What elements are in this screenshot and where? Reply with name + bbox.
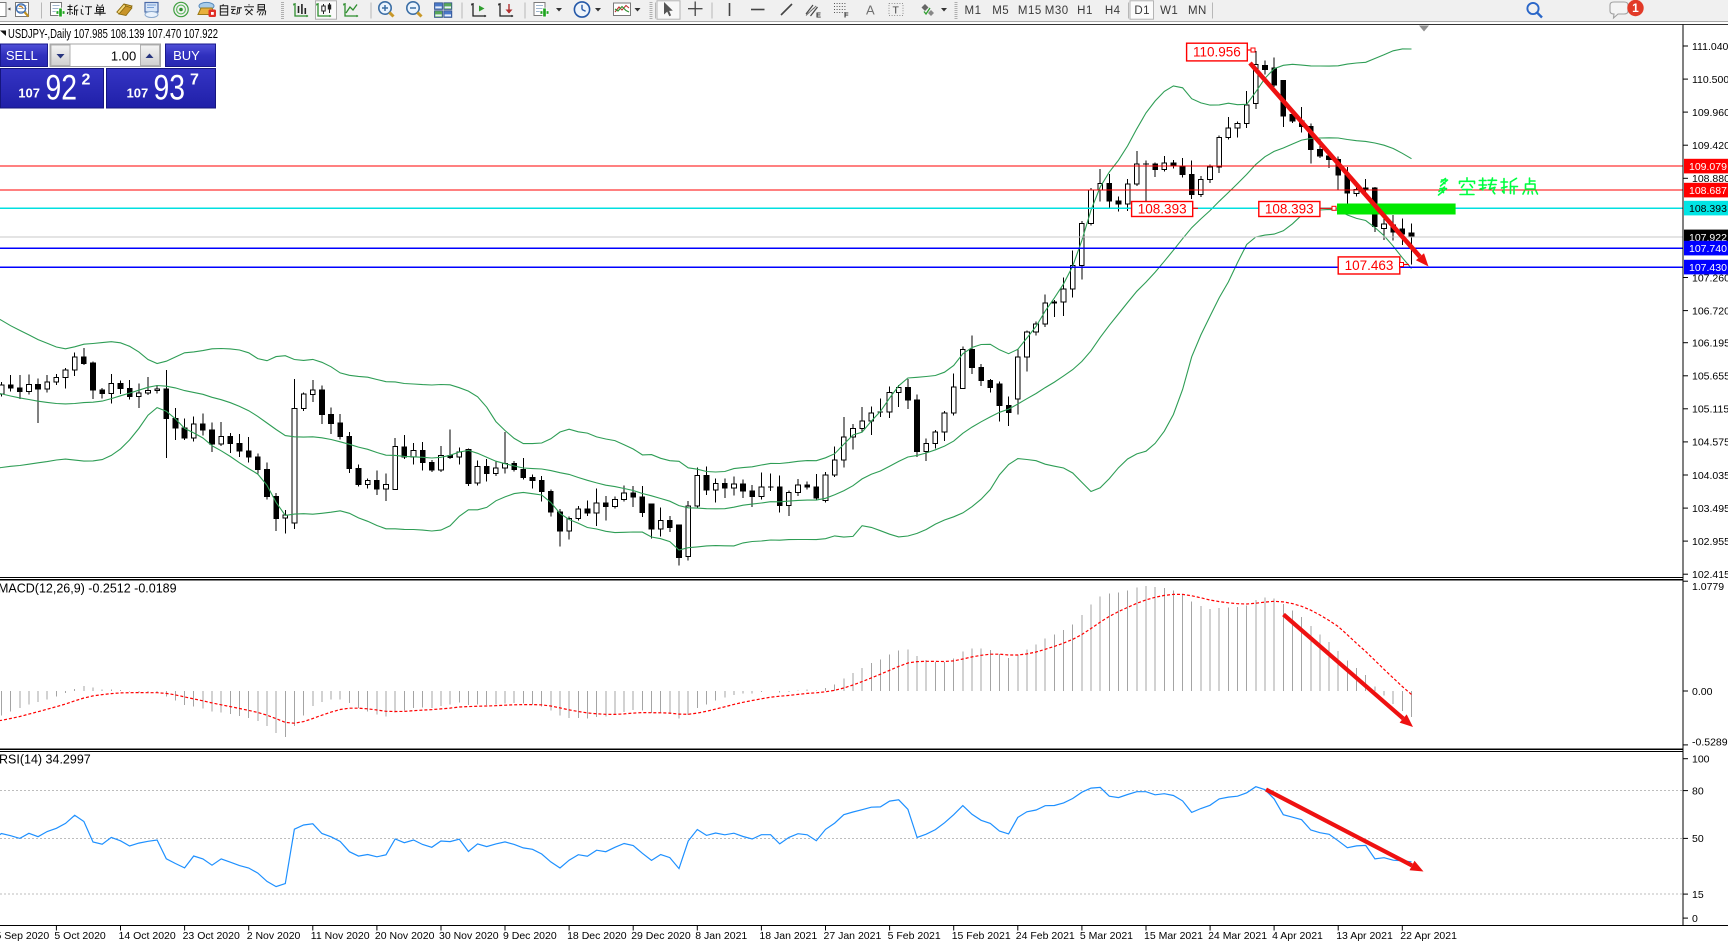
svg-text:107: 107 xyxy=(18,86,40,101)
svg-text:109.420: 109.420 xyxy=(1692,140,1728,152)
svg-text:50: 50 xyxy=(1692,833,1704,845)
svg-text:109.960: 109.960 xyxy=(1692,107,1728,119)
svg-text:15: 15 xyxy=(1692,889,1704,901)
svg-text:105.115: 105.115 xyxy=(1692,404,1728,416)
svg-text:H4: H4 xyxy=(1105,5,1121,17)
svg-text:SELL: SELL xyxy=(6,48,38,63)
svg-text:-0.5289: -0.5289 xyxy=(1692,736,1728,748)
svg-text:5 Feb 2021: 5 Feb 2021 xyxy=(888,930,941,942)
svg-text:14 Oct 2020: 14 Oct 2020 xyxy=(119,930,176,942)
svg-text:8 Jan 2021: 8 Jan 2021 xyxy=(695,930,747,942)
svg-text:13 Apr 2021: 13 Apr 2021 xyxy=(1336,930,1393,942)
svg-text:E: E xyxy=(816,11,821,20)
svg-text:108.393: 108.393 xyxy=(1689,203,1727,215)
svg-text:11 Nov 2020: 11 Nov 2020 xyxy=(311,930,370,942)
svg-text:M15: M15 xyxy=(1018,5,1042,17)
svg-text:7: 7 xyxy=(190,72,199,89)
svg-text:107.740: 107.740 xyxy=(1689,243,1727,255)
svg-text:102.955: 102.955 xyxy=(1692,536,1728,548)
svg-text:D1: D1 xyxy=(1134,5,1150,17)
svg-text:110.500: 110.500 xyxy=(1692,74,1728,86)
svg-text:H1: H1 xyxy=(1077,5,1093,17)
svg-text:2 Nov 2020: 2 Nov 2020 xyxy=(247,930,301,942)
svg-text:18 Dec 2020: 18 Dec 2020 xyxy=(567,930,627,942)
svg-text:1.00: 1.00 xyxy=(111,49,136,64)
svg-text:M30: M30 xyxy=(1045,5,1069,17)
svg-text:24 Mar 2021: 24 Mar 2021 xyxy=(1208,930,1267,942)
svg-text:5 Sep 2020: 5 Sep 2020 xyxy=(0,930,49,942)
svg-text:1.0779: 1.0779 xyxy=(1692,581,1724,593)
svg-text:93: 93 xyxy=(154,69,186,108)
svg-text:108.393: 108.393 xyxy=(1138,201,1187,216)
svg-text:USDJPY-,Daily 107.985 108.139: USDJPY-,Daily 107.985 108.139 107.470 10… xyxy=(8,27,218,41)
svg-text:1: 1 xyxy=(1632,1,1639,15)
svg-text:F: F xyxy=(844,11,849,20)
svg-text:20 Nov 2020: 20 Nov 2020 xyxy=(375,930,435,942)
svg-text:107.260: 107.260 xyxy=(1692,272,1728,284)
svg-text:108.687: 108.687 xyxy=(1689,185,1727,197)
svg-text:5 Mar 2021: 5 Mar 2021 xyxy=(1080,930,1133,942)
svg-text:9 Dec 2020: 9 Dec 2020 xyxy=(503,930,557,942)
svg-text:15 Feb 2021: 15 Feb 2021 xyxy=(952,930,1011,942)
svg-text:M1: M1 xyxy=(965,5,982,17)
svg-text:107.463: 107.463 xyxy=(1345,258,1394,273)
svg-text:0.00: 0.00 xyxy=(1692,686,1713,698)
svg-text:W1: W1 xyxy=(1160,5,1178,17)
svg-text:T: T xyxy=(893,5,900,17)
svg-text:BUY: BUY xyxy=(173,48,200,63)
svg-text:A: A xyxy=(866,3,875,18)
svg-text:MACD(12,26,9) -0.2512 -0.0189: MACD(12,26,9) -0.2512 -0.0189 xyxy=(0,582,177,596)
svg-text:108.880: 108.880 xyxy=(1692,173,1728,185)
svg-text:24 Feb 2021: 24 Feb 2021 xyxy=(1016,930,1075,942)
svg-text:80: 80 xyxy=(1692,785,1704,797)
svg-text:15 Mar 2021: 15 Mar 2021 xyxy=(1144,930,1203,942)
svg-text:18 Jan 2021: 18 Jan 2021 xyxy=(759,930,817,942)
svg-text:22 Apr 2021: 22 Apr 2021 xyxy=(1400,930,1457,942)
svg-text:102.415: 102.415 xyxy=(1692,569,1728,581)
svg-text:106.195: 106.195 xyxy=(1692,338,1728,350)
svg-text:111.040: 111.040 xyxy=(1692,41,1728,53)
svg-text:104.575: 104.575 xyxy=(1692,437,1728,449)
svg-text:105.655: 105.655 xyxy=(1692,371,1728,383)
svg-text:5 Oct 2020: 5 Oct 2020 xyxy=(54,930,106,942)
svg-text:27 Jan 2021: 27 Jan 2021 xyxy=(824,930,882,942)
svg-text:29 Dec 2020: 29 Dec 2020 xyxy=(631,930,691,942)
svg-text:MN: MN xyxy=(1188,5,1207,17)
svg-text:0: 0 xyxy=(1692,913,1698,925)
svg-text:M5: M5 xyxy=(992,5,1009,17)
svg-text:100: 100 xyxy=(1692,754,1710,766)
svg-text:108.393: 108.393 xyxy=(1265,201,1314,216)
svg-text:110.956: 110.956 xyxy=(1193,44,1241,59)
svg-text:4 Apr 2021: 4 Apr 2021 xyxy=(1272,930,1323,942)
svg-text:107: 107 xyxy=(126,86,148,101)
svg-text:30 Nov 2020: 30 Nov 2020 xyxy=(439,930,499,942)
svg-text:RSI(14) 34.2997: RSI(14) 34.2997 xyxy=(0,753,91,767)
svg-text:103.495: 103.495 xyxy=(1692,503,1728,515)
svg-text:2: 2 xyxy=(82,72,91,89)
svg-text:92: 92 xyxy=(46,69,78,108)
svg-text:106.720: 106.720 xyxy=(1692,305,1728,317)
svg-text:23 Oct 2020: 23 Oct 2020 xyxy=(183,930,240,942)
svg-text:104.035: 104.035 xyxy=(1692,470,1728,482)
svg-text:107.430: 107.430 xyxy=(1689,262,1727,274)
svg-text:109.079: 109.079 xyxy=(1689,161,1727,173)
